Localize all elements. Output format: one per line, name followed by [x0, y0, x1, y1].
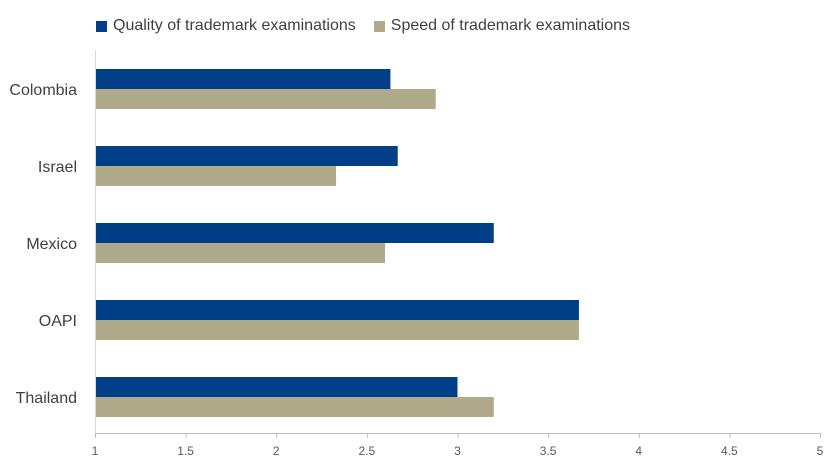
- bar-quality-oapi: [95, 300, 579, 320]
- category-label-thailand: Thailand: [16, 390, 77, 407]
- bar-speed-oapi: [95, 320, 579, 340]
- x-tick-label: 2.5: [359, 444, 376, 458]
- bars-layer: [95, 69, 579, 417]
- legend-item-quality: Quality of trademark examinations: [96, 17, 356, 35]
- x-tick-label: 1: [92, 444, 99, 458]
- x-tick-label: 4.5: [721, 444, 738, 458]
- axis-layer: [95, 50, 821, 438]
- bar-quality-colombia: [95, 69, 391, 89]
- bar-speed-colombia: [95, 89, 436, 109]
- category-label-israel: Israel: [38, 159, 77, 176]
- bar-quality-mexico: [95, 223, 494, 243]
- x-tick-label: 3.5: [540, 444, 557, 458]
- x-tick-label: 3: [454, 444, 461, 458]
- bar-speed-mexico: [95, 243, 385, 263]
- legend-swatch-quality: [96, 20, 107, 32]
- legend-swatch-speed: [373, 20, 385, 32]
- bar-speed-thailand: [95, 397, 494, 417]
- labels-layer: Colombia Israel Mexico OAPI Thailand 1 1.5 2 2.5…: [9, 82, 823, 458]
- category-label-oapi: OAPI: [39, 313, 77, 330]
- legend-label-quality: Quality of trademark examinations: [113, 17, 356, 34]
- x-tick-label: 1.5: [177, 444, 194, 458]
- x-tick-label: 2: [273, 444, 280, 458]
- bar-quality-thailand: [95, 377, 458, 397]
- legend: Quality of trademark examinations Speed …: [96, 17, 630, 35]
- legend-label-speed: Speed of trademark examinations: [390, 17, 631, 34]
- bar-quality-israel: [95, 146, 398, 166]
- legend-item-speed: Speed of trademark examinations: [373, 17, 631, 35]
- x-tick-label: 4: [635, 444, 642, 458]
- category-label-colombia: Colombia: [9, 82, 77, 99]
- category-label-mexico: Mexico: [26, 236, 77, 253]
- x-tick-label: 5: [817, 444, 824, 458]
- bar-speed-israel: [95, 166, 337, 186]
